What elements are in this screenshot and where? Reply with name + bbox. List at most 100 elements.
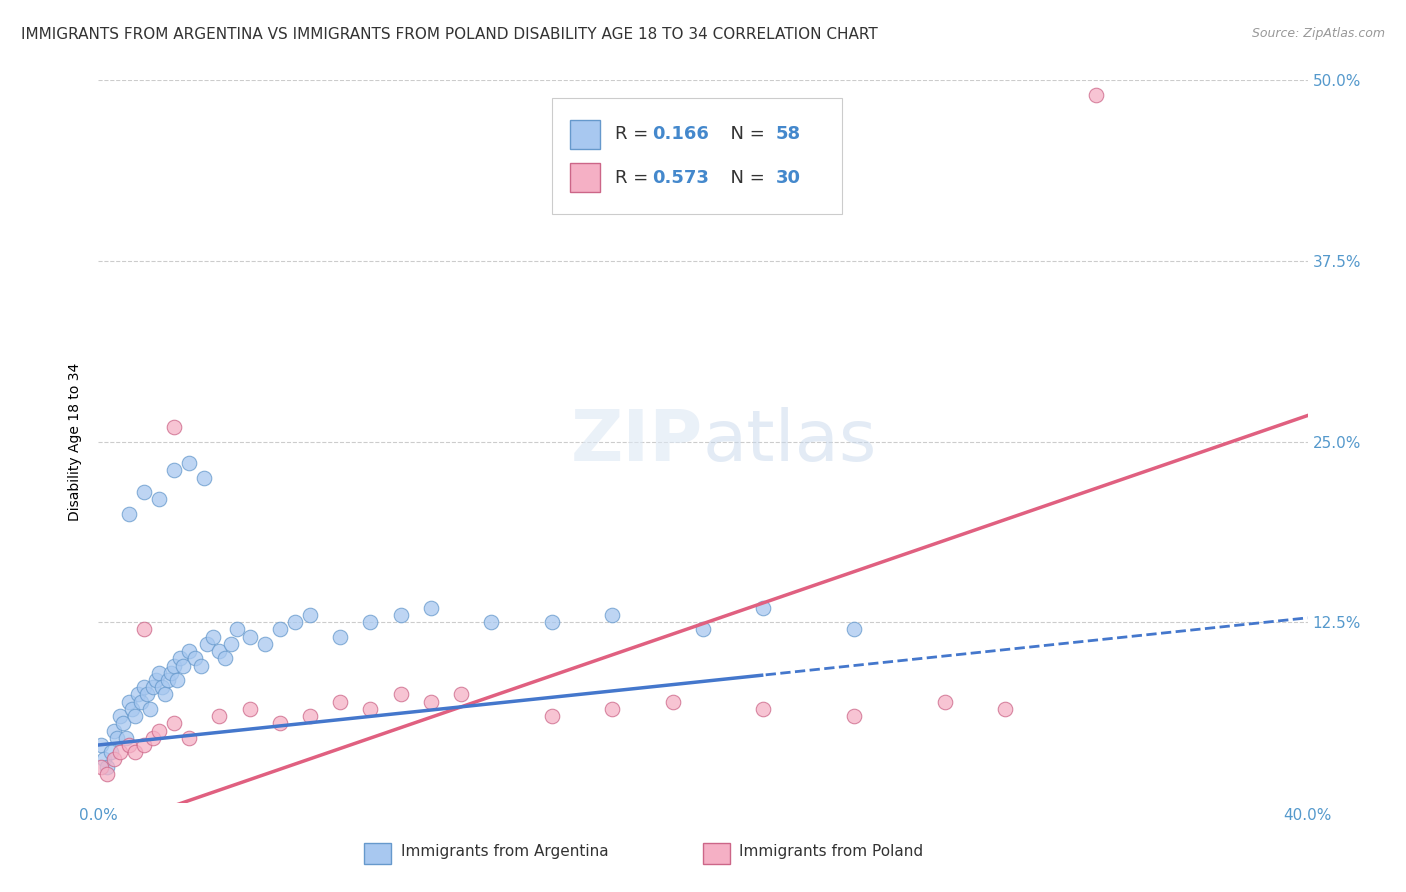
Point <box>602 607 624 622</box>
Point <box>124 709 146 723</box>
Point <box>169 651 191 665</box>
FancyBboxPatch shape <box>364 843 391 864</box>
Point <box>148 723 170 738</box>
Point <box>118 738 141 752</box>
Point <box>163 420 186 434</box>
Point <box>93 752 115 766</box>
Point <box>166 673 188 687</box>
Point <box>132 680 155 694</box>
Text: N =: N = <box>718 126 770 144</box>
Point <box>208 709 231 723</box>
Point <box>661 695 683 709</box>
Point <box>114 731 136 745</box>
Point <box>221 637 243 651</box>
Point <box>148 665 170 680</box>
Point <box>1085 87 1108 102</box>
Point <box>184 651 207 665</box>
Text: Source: ZipAtlas.com: Source: ZipAtlas.com <box>1251 27 1385 40</box>
Point <box>124 745 146 759</box>
Point <box>100 745 122 759</box>
Point <box>108 745 131 759</box>
Point <box>253 637 276 651</box>
Point <box>208 644 231 658</box>
Point <box>132 485 155 500</box>
Point <box>284 615 307 630</box>
Point <box>150 680 173 694</box>
Point <box>226 623 249 637</box>
Point <box>90 760 112 774</box>
Point <box>540 615 562 630</box>
Point <box>132 738 155 752</box>
Point <box>132 623 155 637</box>
Point <box>450 687 472 701</box>
Point <box>299 709 322 723</box>
Point <box>118 695 141 709</box>
Point <box>121 702 143 716</box>
Point <box>193 470 215 484</box>
Point <box>105 731 128 745</box>
Point <box>172 658 194 673</box>
Point <box>994 702 1017 716</box>
FancyBboxPatch shape <box>551 98 842 214</box>
Point <box>329 695 352 709</box>
Point <box>752 702 775 716</box>
FancyBboxPatch shape <box>703 843 730 864</box>
Point <box>96 767 118 781</box>
Point <box>360 702 382 716</box>
Text: 0.166: 0.166 <box>652 126 709 144</box>
Text: R =: R = <box>614 169 659 186</box>
Point <box>239 702 262 716</box>
Point <box>329 630 352 644</box>
Point <box>179 456 201 470</box>
Point <box>844 623 866 637</box>
Point <box>163 463 186 477</box>
Point <box>96 760 118 774</box>
Point <box>214 651 236 665</box>
Point <box>135 687 157 701</box>
Point <box>153 687 176 701</box>
Point <box>602 702 624 716</box>
FancyBboxPatch shape <box>569 120 600 149</box>
Point <box>195 637 218 651</box>
Point <box>129 695 152 709</box>
Point <box>145 673 167 687</box>
Text: ZIP: ZIP <box>571 407 703 476</box>
Point <box>103 752 125 766</box>
Text: 30: 30 <box>776 169 800 186</box>
Point <box>420 600 443 615</box>
Text: 58: 58 <box>776 126 800 144</box>
Point <box>692 623 714 637</box>
Point <box>156 673 179 687</box>
Point <box>142 731 165 745</box>
Point <box>163 716 186 731</box>
Point <box>148 492 170 507</box>
Point <box>481 615 503 630</box>
Point <box>269 623 291 637</box>
Point <box>103 723 125 738</box>
Point <box>269 716 291 731</box>
FancyBboxPatch shape <box>569 163 600 193</box>
Point <box>389 687 412 701</box>
Point <box>239 630 262 644</box>
Point <box>190 658 212 673</box>
Text: IMMIGRANTS FROM ARGENTINA VS IMMIGRANTS FROM POLAND DISABILITY AGE 18 TO 34 CORR: IMMIGRANTS FROM ARGENTINA VS IMMIGRANTS … <box>21 27 877 42</box>
Point <box>299 607 322 622</box>
Point <box>844 709 866 723</box>
Point <box>360 615 382 630</box>
Text: Immigrants from Argentina: Immigrants from Argentina <box>401 845 609 859</box>
Text: atlas: atlas <box>703 407 877 476</box>
Point <box>752 600 775 615</box>
Y-axis label: Disability Age 18 to 34: Disability Age 18 to 34 <box>69 362 83 521</box>
Text: Immigrants from Poland: Immigrants from Poland <box>740 845 924 859</box>
Point <box>389 607 412 622</box>
Point <box>202 630 225 644</box>
Point <box>111 716 134 731</box>
Point <box>163 658 186 673</box>
Text: N =: N = <box>718 169 770 186</box>
Point <box>934 695 956 709</box>
Text: R =: R = <box>614 126 659 144</box>
Point <box>118 507 141 521</box>
Point <box>420 695 443 709</box>
Point <box>179 644 201 658</box>
Point <box>90 738 112 752</box>
